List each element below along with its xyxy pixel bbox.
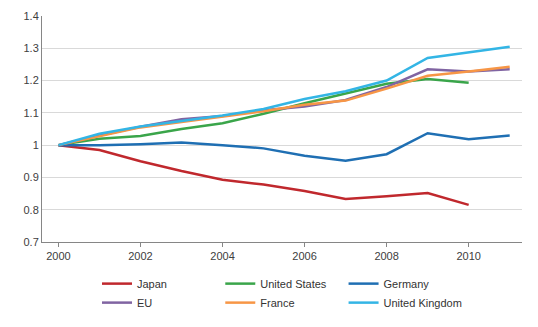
svg-text:1.4: 1.4: [24, 10, 39, 22]
svg-text:2008: 2008: [374, 250, 398, 262]
svg-text:0.9: 0.9: [24, 171, 39, 183]
svg-text:2002: 2002: [128, 250, 152, 262]
svg-text:Germany: Germany: [384, 278, 430, 290]
svg-text:United Kingdom: United Kingdom: [384, 297, 462, 309]
svg-text:EU: EU: [137, 297, 152, 309]
svg-text:1: 1: [33, 139, 39, 151]
svg-text:1.1: 1.1: [24, 107, 39, 119]
svg-text:0.7: 0.7: [24, 236, 39, 248]
svg-text:2004: 2004: [210, 250, 234, 262]
svg-text:France: France: [260, 297, 294, 309]
svg-text:Japan: Japan: [137, 278, 167, 290]
svg-text:1.3: 1.3: [24, 42, 39, 54]
svg-text:2006: 2006: [292, 250, 316, 262]
svg-text:0.8: 0.8: [24, 204, 39, 216]
svg-text:2010: 2010: [456, 250, 480, 262]
svg-text:1.2: 1.2: [24, 74, 39, 86]
svg-text:2000: 2000: [46, 250, 70, 262]
svg-text:United States: United States: [260, 278, 327, 290]
